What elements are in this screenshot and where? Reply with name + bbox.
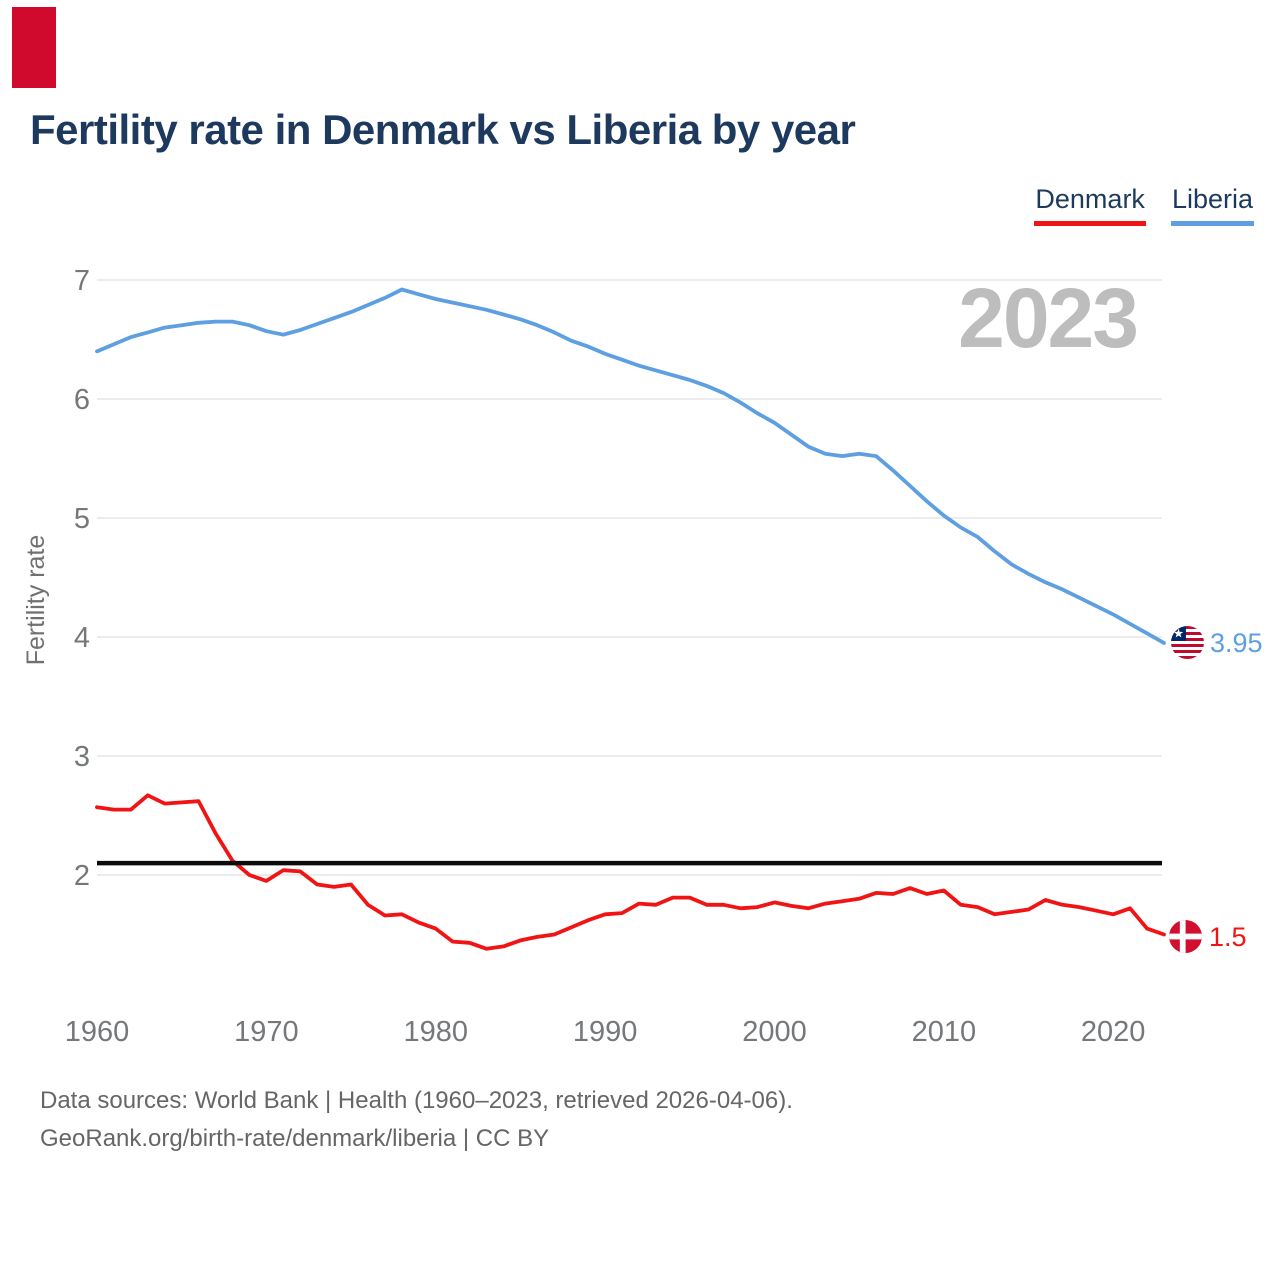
legend-item-denmark[interactable]: Denmark [1034, 184, 1146, 226]
x-tick-label: 2010 [912, 1016, 977, 1048]
x-tick-label: 2000 [742, 1016, 807, 1048]
x-tick-label: 1990 [573, 1016, 638, 1048]
year-watermark: 2023 [958, 271, 1139, 365]
x-tick-label: 2020 [1081, 1016, 1146, 1048]
x-tick-label: 1980 [403, 1016, 468, 1048]
y-tick-label: 5 [74, 503, 90, 535]
footer-sources: Data sources: World Bank | Health (1960–… [40, 1087, 793, 1114]
footer: Data sources: World Bank | Health (1960–… [40, 1082, 793, 1158]
y-tick-label: 7 [74, 265, 90, 297]
liberia-end-value: 3.95 [1210, 628, 1263, 658]
legend: Denmark Liberia [1034, 184, 1254, 226]
liberia-line [95, 287, 1166, 645]
denmark-flag-icon [1169, 920, 1202, 953]
liberia-flag-icon [1171, 626, 1204, 659]
legend-item-liberia[interactable]: Liberia [1170, 184, 1254, 226]
y-tick-label: 2 [74, 860, 90, 892]
brand-block [12, 7, 56, 88]
y-tick-label: 6 [74, 384, 90, 416]
y-axis-title: Fertility rate [22, 535, 50, 666]
x-tick-label: 1970 [234, 1016, 299, 1048]
page-title: Fertility rate in Denmark vs Liberia by … [30, 106, 856, 153]
y-tick-label: 3 [74, 741, 90, 773]
y-tick-label: 4 [74, 622, 90, 654]
footer-attribution: GeoRank.org/birth-rate/denmark/liberia |… [40, 1125, 550, 1152]
denmark-end-value: 1.5 [1209, 922, 1247, 952]
x-tick-label: 1960 [65, 1016, 130, 1048]
denmark-line [95, 793, 1166, 951]
